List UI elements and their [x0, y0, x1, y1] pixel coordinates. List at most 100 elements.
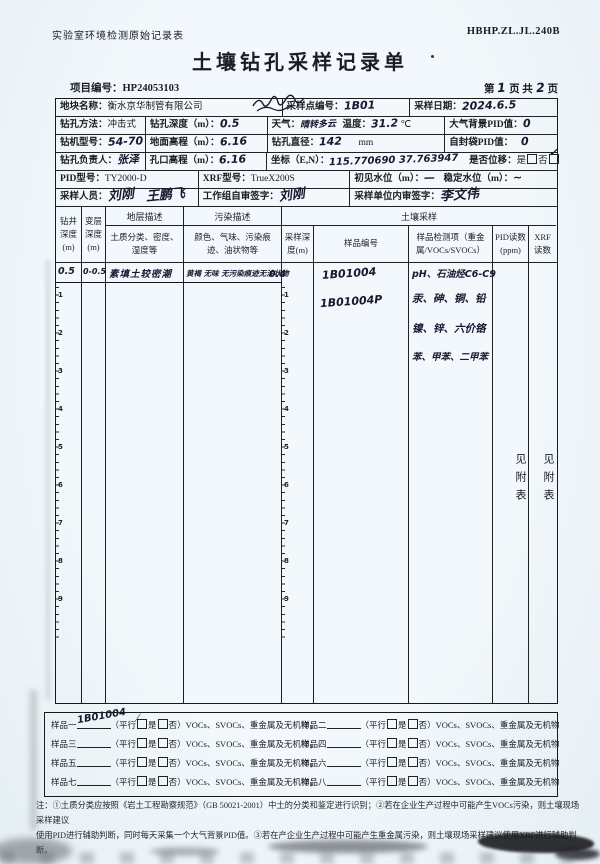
- sample-label: 样品一: [51, 720, 77, 730]
- parallel-prefix: （平行: [110, 720, 137, 730]
- selfcheck-cell: 工作组自审签字：刘刚: [199, 186, 351, 206]
- parallel-yes-checkbox: [387, 757, 398, 767]
- sample-number-2-handwritten: 1B01004P: [319, 292, 383, 311]
- xrf-model-value: TrueX200S: [250, 174, 295, 184]
- displacement-yes-label: 是: [516, 156, 527, 166]
- audit-cell: 采样单位内审签字：李文伟: [350, 187, 557, 206]
- pid-model-cell: PID型号：TY2000-D: [56, 171, 199, 188]
- xrf-see-attached-note: 见附表: [542, 453, 554, 507]
- bag-pid-cell: 自封袋PID值： 0: [445, 135, 557, 152]
- ground-elevation-value-handwritten: 6.16: [219, 134, 247, 149]
- site-name-value: 衡水京华制管有限公司: [107, 102, 203, 112]
- sample-label: 样品四: [301, 739, 327, 749]
- pid-background-label: 大气背景PID值：: [449, 120, 523, 130]
- header-stratum-sub: 土质分类、密度、湿度等: [110, 232, 179, 255]
- parallel-prefix: （平行: [360, 758, 387, 768]
- drill-depth-value-handwritten: 0.5: [219, 116, 240, 131]
- sample-blank-line: [326, 717, 361, 729]
- bag-pid-value-handwritten: 0: [520, 134, 529, 149]
- parallel-yes-checkbox: [387, 776, 398, 786]
- parallel-no-label: 否: [418, 739, 428, 749]
- weather-value-handwritten: 晴转多云: [299, 119, 337, 131]
- check-icon: ✓: [548, 147, 558, 159]
- parallel-prefix: （平行: [360, 739, 387, 749]
- coordinates-cell: 坐标（E,N）：115.770690 37.763947 是否位移：是 否 ✓: [267, 148, 559, 170]
- sampler-signature-1: 刘刚: [106, 186, 135, 205]
- parallel-no-label: 否: [418, 720, 428, 730]
- parallel-yes-checkbox: [387, 719, 398, 729]
- data-table-header: 钻井深度(m) 变层深度(m) 地层描述 土质分类、密度、湿度等 污染描述 颜色…: [56, 207, 557, 263]
- drill-leader-label: 钻孔负责人：: [60, 156, 118, 166]
- sample-entry-7: 样品七 （平行 是 否）VOCs、SVOCs、重金属及无机物；: [51, 773, 318, 792]
- depth-ruler-ticks: [282, 287, 285, 639]
- ruler-number: 7: [58, 519, 63, 527]
- drill-method-cell: 钻孔方法：冲击式: [56, 117, 146, 134]
- sample-items-text: VOCs、SVOCs、重金属及无机物: [185, 777, 310, 787]
- hole-elevation-cell: 孔口高程（m）：6.16: [146, 153, 267, 170]
- sample-blank-line: [326, 736, 361, 748]
- initial-water-value-handwritten: —: [423, 170, 436, 185]
- temperature-label: 温度：: [342, 120, 371, 130]
- paren-close: ）: [427, 720, 436, 730]
- page-mid: 页 共: [509, 84, 533, 95]
- sample-items-text: VOCs、SVOCs、重金属及无机物: [185, 758, 310, 768]
- sample-date-value-handwritten: 2024.6.5: [461, 98, 517, 113]
- info-row-site: 地块名称：衡水京华制管有限公司 采样点编号：1B01 采样日期：2024.6.5: [56, 94, 557, 117]
- drill-method-value: 冲击式: [107, 120, 137, 130]
- project-number: 项目编号：HP24053103: [70, 80, 179, 96]
- stable-water-value-handwritten: ~: [512, 170, 523, 185]
- slash-mark-icon: ∕: [137, 712, 139, 724]
- pid-background-value-handwritten: 0: [522, 116, 531, 131]
- separator: ；: [309, 739, 318, 749]
- footnote: 注：①土质分类应按照《岩土工程勘察规范》（GB 50021-2001）中土的分类…: [36, 799, 584, 859]
- site-name-cell: 地块名称：衡水京华制管有限公司: [56, 99, 283, 116]
- parallel-yes-checkbox: [137, 776, 148, 786]
- ruler-number: 8: [284, 557, 289, 565]
- ruler-number: 3: [284, 367, 289, 375]
- parallel-yes-checkbox: [137, 738, 148, 748]
- page-suffix: 页: [547, 84, 559, 95]
- paren-close: ）: [427, 739, 436, 749]
- col-sample-number: 1B01004 1B01004P: [314, 263, 409, 703]
- col-layer-depth: 0-0.5: [82, 263, 106, 703]
- sample-point-value-handwritten: 1B01: [343, 98, 376, 113]
- parallel-no-checkbox: [407, 757, 418, 767]
- parallel-no-label: 否: [168, 758, 178, 768]
- drill-depth-cell: 钻孔深度（m）：0.5: [146, 117, 268, 134]
- header-pid-reading: PID读数(ppm): [493, 226, 529, 262]
- sample-entry-6: 样品六 （平行 是 否）VOCs、SVOCs、重金属及无机物: [301, 754, 559, 773]
- col-pollution: 黄褐 无味 无污染痕迹无油状物: [184, 263, 289, 703]
- pid-model-label: PID型号：: [60, 174, 105, 184]
- ruler-number: 1: [284, 291, 289, 299]
- audit-label: 采样单位内审签字：: [354, 192, 440, 202]
- test-items-line4-handwritten: 苯、甲苯、二甲苯: [412, 352, 489, 363]
- displacement-no-label: 否: [538, 156, 548, 166]
- sample-entry-4: 样品四 （平行 是 否）VOCs、SVOCs、重金属及无机物: [301, 735, 559, 754]
- ruler-number: 6: [284, 481, 289, 489]
- weather-cell: 天气：晴转多云 温度：31.2 ℃: [268, 117, 446, 134]
- separator: ；: [309, 720, 318, 730]
- parallel-prefix: （平行: [360, 720, 387, 730]
- parallel-prefix: （平行: [110, 777, 137, 787]
- xrf-model-label: XRF型号：: [202, 174, 251, 184]
- col-sample-depth: 0.4 1 2 3 4 5 6 7 8 9: [269, 263, 314, 703]
- parallel-no-checkbox: [407, 776, 418, 786]
- test-items-line1-handwritten: pH、石油烃C6-C9: [412, 269, 496, 280]
- pid-background-cell: 大气背景PID值：0: [445, 117, 557, 134]
- parallel-prefix: （平行: [110, 739, 137, 749]
- paren-close: ）: [427, 777, 436, 787]
- sample-blank-line: [326, 755, 361, 767]
- project-number-value: HP24053103: [122, 83, 180, 94]
- sample-blank-line: [76, 774, 111, 786]
- parallel-no-label: 否: [168, 720, 178, 730]
- header-sample-number: 样品编号: [314, 226, 409, 262]
- info-row-method: 钻孔方法：冲击式 钻孔深度（m）：0.5 天气：晴转多云 温度：31.2 ℃ 大…: [56, 117, 557, 135]
- data-table-body: 0.5 1 2 3 4 5 6 7 8 9 0-0.5 素填土较密潮 黄褐 无味…: [56, 263, 557, 703]
- sample-label: 样品五: [51, 758, 77, 768]
- sample-blank-line: [76, 736, 111, 748]
- displacement-yes-checkbox: [527, 154, 538, 164]
- sample-date-label: 采样日期：: [414, 102, 462, 112]
